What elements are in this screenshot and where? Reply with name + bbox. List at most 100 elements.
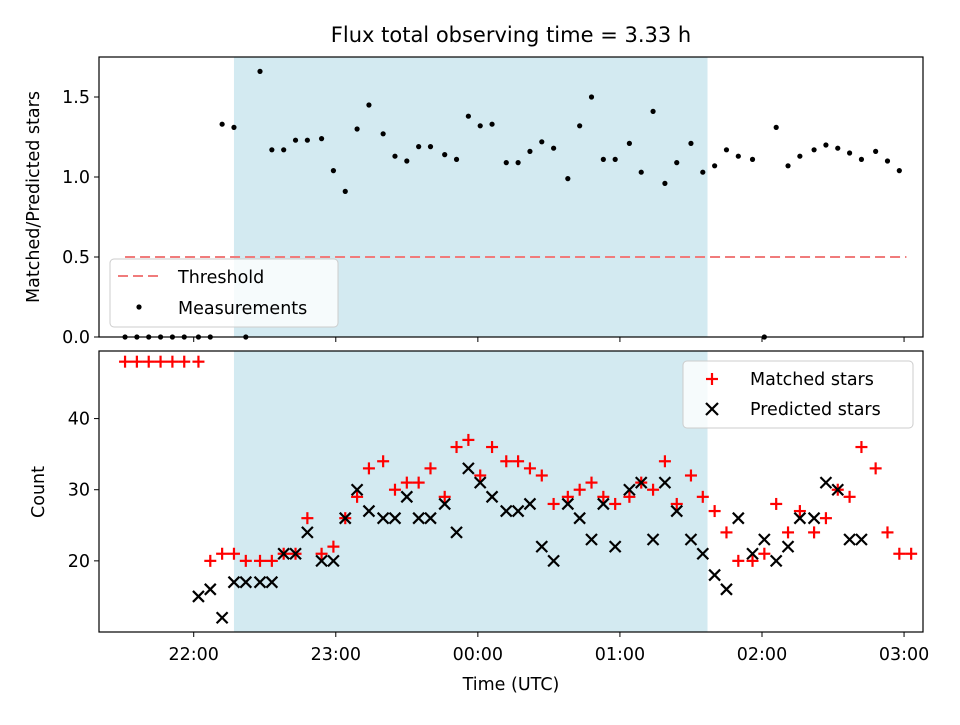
y-tick-label: 40 <box>68 410 90 430</box>
measurement-point <box>404 158 410 164</box>
predicted-point <box>658 476 672 489</box>
measurement-point <box>453 156 460 162</box>
predicted-point <box>720 583 733 596</box>
x-tick-label: 23:00 <box>311 645 361 665</box>
matched-point <box>424 462 437 475</box>
matched-point <box>732 554 745 567</box>
measurement-point <box>366 102 372 108</box>
y-tick-label: 30 <box>68 481 90 501</box>
measurement-point <box>392 153 398 159</box>
predicted-point <box>708 568 721 582</box>
matched-point <box>647 483 660 496</box>
measurement-point <box>700 169 706 175</box>
predicted-point <box>758 533 771 546</box>
predicted-point <box>807 511 821 525</box>
measurement-point <box>465 113 471 119</box>
measurement-point <box>674 160 680 166</box>
matched-point <box>547 497 560 510</box>
predicted-point <box>793 511 807 525</box>
x-tick-label: 22:00 <box>168 645 218 665</box>
measurements-legend-swatch <box>136 304 142 310</box>
x-tick-label: 00:00 <box>453 645 503 665</box>
measurement-point <box>662 180 668 186</box>
x-tick-label: 01:00 <box>595 645 645 665</box>
matched-point <box>351 490 364 503</box>
predicted-point <box>597 497 610 511</box>
measurement-point <box>292 137 299 143</box>
matched-point <box>670 497 683 510</box>
count-panel: 20 30 40 22:00 23:00 00:00 01:00 02:00 03:00 Cou… <box>29 350 929 695</box>
matched-point <box>166 355 179 368</box>
chart-title: Flux total observing time = 3.33 h <box>331 23 691 47</box>
predicted-point <box>547 554 560 568</box>
matched-point <box>609 497 622 510</box>
matched-point <box>561 490 574 503</box>
predicted-point <box>696 547 710 561</box>
y-tick-label: 0.5 <box>62 248 90 268</box>
measurement-point <box>515 160 521 166</box>
predicted-point <box>362 504 376 518</box>
predicted-point <box>585 533 598 546</box>
observing-span-shade <box>233 351 708 632</box>
predicted-point <box>204 583 217 596</box>
measurement-point <box>330 168 337 174</box>
predicted-point <box>462 462 475 475</box>
measurement-point <box>873 148 879 154</box>
measurement-point <box>577 123 583 129</box>
matched-point <box>758 547 771 560</box>
measurement-point <box>588 94 595 100</box>
matched-point <box>130 355 143 368</box>
measurement-point <box>380 131 386 137</box>
predicted-point <box>253 575 267 589</box>
count-y-axis-label: Count <box>29 466 49 518</box>
measurement-point <box>797 153 803 159</box>
predicted-point <box>781 540 795 553</box>
measurement-point <box>773 124 779 130</box>
matched-point <box>770 497 783 510</box>
matched-point <box>512 455 525 468</box>
predicted-point <box>623 483 636 496</box>
measurement-point <box>823 142 829 148</box>
matched-point <box>119 355 132 368</box>
matched-point <box>708 505 721 518</box>
predicted-point <box>746 547 759 561</box>
measurement-point <box>749 156 756 162</box>
measurement-point <box>835 145 841 151</box>
predicted-legend-label: Predicted stars <box>750 400 881 420</box>
predicted-point <box>561 497 575 511</box>
predicted-point <box>327 554 340 568</box>
predicted-point <box>450 526 463 539</box>
y-tick-label: 20 <box>68 552 90 572</box>
measurement-point <box>503 160 509 166</box>
predicted-point <box>192 590 205 603</box>
measurement-point <box>551 145 557 151</box>
predicted-point <box>485 490 499 504</box>
predicted-point <box>412 511 425 525</box>
count-legend: Matched stars Predicted stars <box>682 360 914 429</box>
measurement-point <box>858 156 865 162</box>
matched-point <box>265 554 278 567</box>
matched-point <box>855 441 868 454</box>
matched-point <box>893 547 906 560</box>
measurement-point <box>489 121 495 127</box>
matched-point <box>154 355 167 368</box>
matched-point <box>585 476 598 489</box>
ratio-legend: Threshold Measurements <box>109 258 339 328</box>
measurement-point <box>811 147 817 153</box>
measurement-point <box>712 163 718 169</box>
y-tick-label: 1.5 <box>62 88 90 108</box>
matched-point <box>142 355 155 368</box>
measurement-point <box>896 168 902 174</box>
predicted-point <box>473 476 487 489</box>
predicted-point <box>424 511 437 525</box>
matched-point <box>204 554 217 567</box>
x-axis-label: Time (UTC) <box>462 675 560 695</box>
predicted-point <box>289 547 302 561</box>
measurement-point <box>318 136 325 142</box>
measurement-point <box>219 121 225 127</box>
measurement-point <box>565 176 571 182</box>
predicted-point <box>265 575 279 589</box>
matched-point <box>377 455 390 468</box>
measurement-point <box>539 139 545 145</box>
matched-legend-swatch <box>706 373 718 385</box>
